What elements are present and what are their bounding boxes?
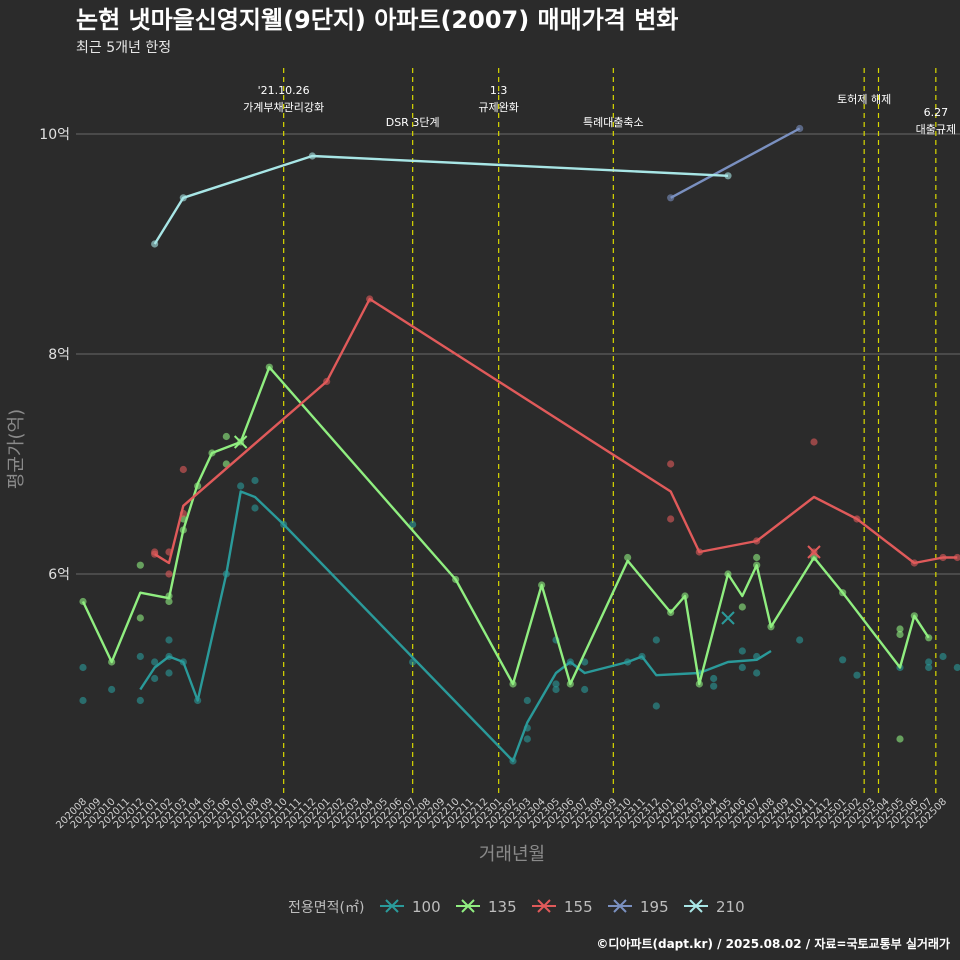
legend-title: 전용면적(㎡) (288, 900, 364, 916)
event-name-label: 규제완화 (478, 101, 518, 114)
chart-title: 논현 냇마을신영지웰(9단지) 아파트(2007) 매매가격 변화 (76, 6, 678, 34)
legend-swatch-marker (613, 899, 627, 913)
data-point (581, 685, 589, 694)
data-point (652, 636, 660, 644)
data-point (79, 696, 87, 705)
data-point (624, 553, 632, 562)
data-point (581, 658, 589, 666)
event-date-label: 1.3 (490, 84, 508, 97)
series-155 (151, 295, 960, 578)
data-point (853, 671, 861, 679)
event-date-label: 6.27 (924, 106, 949, 119)
data-point (523, 696, 531, 705)
event-name-label: 토허제 해제 (837, 92, 891, 106)
data-point (237, 482, 245, 490)
data-point (552, 680, 560, 688)
chart-subtitle: 최근 5개년 한정 (76, 40, 171, 56)
data-point (179, 465, 187, 474)
data-point (251, 476, 259, 485)
data-point (939, 652, 947, 661)
data-point (738, 647, 746, 655)
data-point (136, 614, 144, 622)
data-point (222, 432, 230, 441)
data-point (151, 548, 159, 556)
data-point (925, 663, 933, 672)
data-point (810, 438, 818, 446)
data-point (136, 561, 144, 569)
event-name-label: 대출규제 (916, 123, 956, 136)
data-point (151, 658, 159, 666)
data-point (251, 504, 259, 512)
legend-swatch-marker (689, 899, 703, 913)
series-line (139, 490, 772, 763)
event-name-label: DSR 3단계 (386, 116, 440, 129)
event-date-label: '21.10.26 (258, 84, 310, 97)
data-point (710, 674, 718, 683)
data-point (667, 460, 675, 468)
x-marker (233, 435, 248, 449)
data-point (796, 636, 804, 644)
y-tick-label: 6억 (48, 567, 70, 583)
data-point (165, 669, 173, 677)
x-marker (721, 611, 735, 625)
x-axis-label: 거래년월 (479, 844, 545, 865)
series-line (670, 127, 801, 199)
data-point (108, 685, 116, 694)
data-point (165, 597, 173, 606)
legend-entry-label: 210 (716, 898, 745, 916)
series-195 (667, 124, 804, 202)
series-layer (79, 124, 960, 765)
data-point (753, 669, 761, 677)
data-point (136, 696, 144, 705)
data-point (652, 702, 660, 710)
legend-entry-label: 155 (564, 898, 593, 916)
data-point (79, 663, 87, 672)
legend-entry-label: 100 (412, 898, 441, 916)
data-point (552, 685, 560, 694)
data-point (165, 636, 173, 644)
legend-entry-label: 195 (640, 898, 669, 916)
x-marker (807, 545, 821, 559)
data-point (738, 663, 746, 672)
data-point (136, 652, 144, 661)
data-point (896, 630, 904, 639)
y-axis-ticks: 6억 8억 10억 (39, 127, 70, 583)
data-point (151, 674, 159, 683)
event-name-label: 가계부채관리강화 (243, 101, 324, 114)
series-210 (151, 152, 732, 248)
y-axis-label: 평균가(억) (6, 409, 27, 489)
legend: 전용면적(㎡) 100 135 155 195 210 (288, 898, 745, 916)
legend-swatch-marker (461, 899, 475, 913)
data-point (710, 682, 718, 690)
data-point (409, 520, 417, 529)
data-point (738, 603, 746, 611)
legend-entry-label: 135 (488, 898, 517, 916)
y-tick-label: 8억 (48, 347, 70, 363)
legend-swatch-marker (537, 899, 551, 913)
data-point (953, 663, 960, 672)
series-line (153, 154, 729, 245)
data-point (839, 656, 847, 664)
data-point (667, 515, 675, 523)
data-point (896, 625, 904, 633)
data-point (523, 735, 531, 743)
data-point (925, 658, 933, 666)
legend-swatch-marker (385, 899, 399, 913)
y-tick-label: 10억 (39, 127, 70, 143)
data-point (753, 553, 761, 562)
data-point (896, 735, 904, 743)
source-caption: ©디아파트(dapt.kr) / 2025.08.02 / 자료=국토교통부 실… (596, 936, 950, 951)
series-line (81, 366, 930, 686)
series-line (154, 297, 958, 565)
data-point (165, 570, 173, 578)
event-name-label: 특례대출축소 (583, 116, 644, 129)
